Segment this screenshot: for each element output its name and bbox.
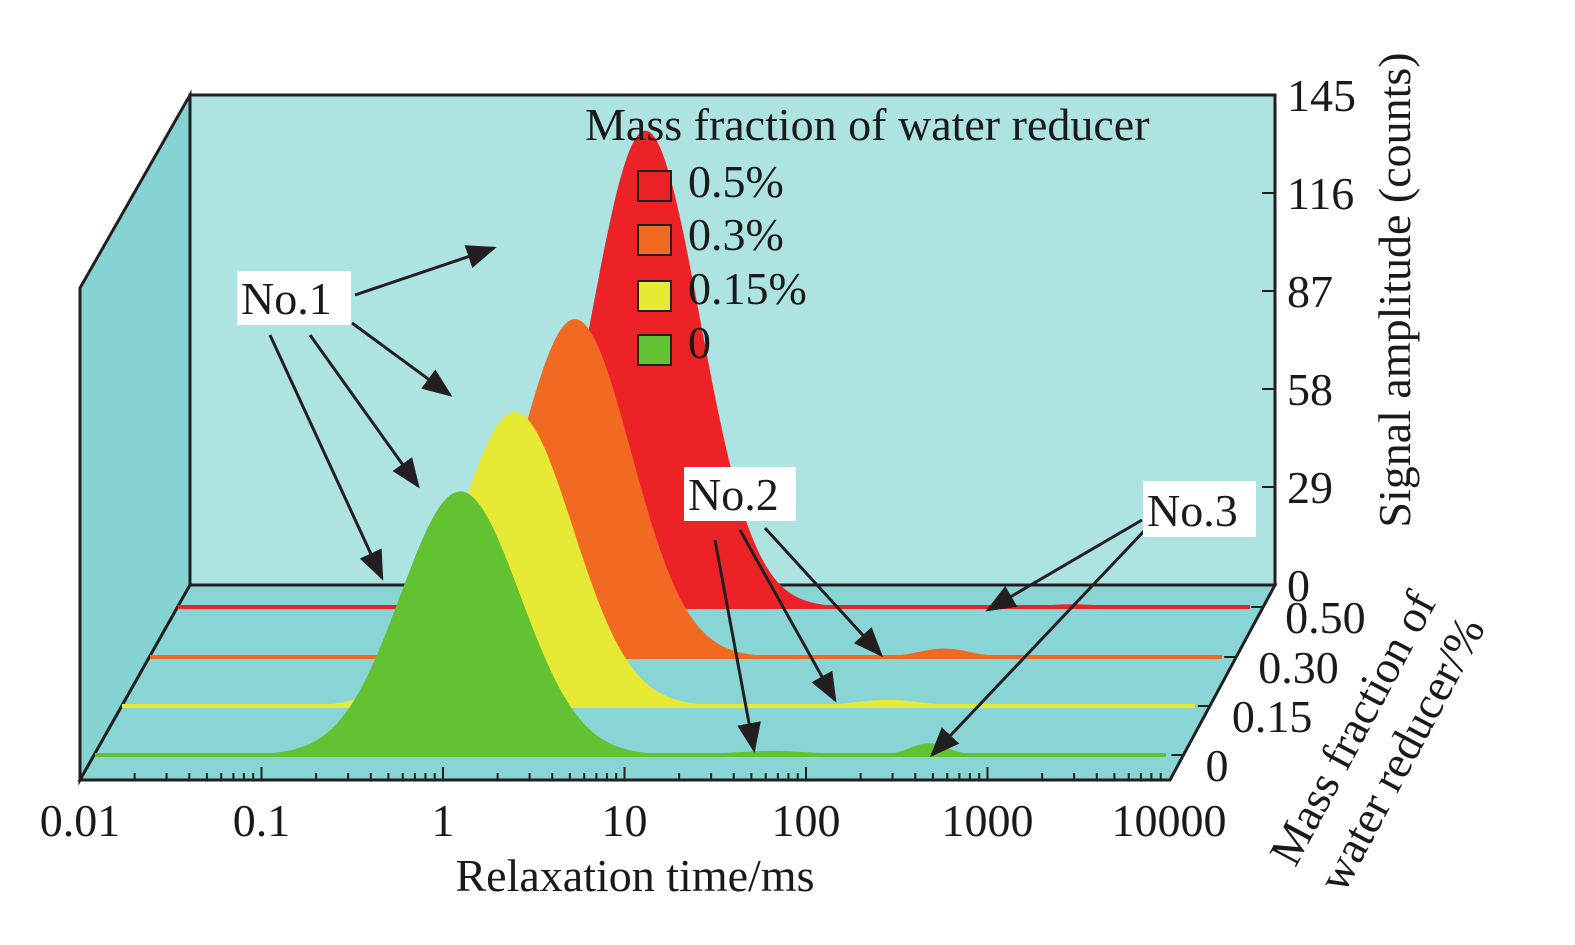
x-tick-label: 10000 bbox=[1112, 795, 1227, 846]
annotation-box-no1 bbox=[237, 271, 351, 325]
legend: Mass fraction of water reducer 0.5% 0.3%… bbox=[585, 99, 1150, 368]
legend-label-3: 0 bbox=[688, 317, 711, 368]
series-3 bbox=[95, 491, 1166, 757]
y-tick-label: 29 bbox=[1287, 462, 1333, 513]
x-tick-label: 10 bbox=[602, 795, 648, 846]
z-tick-label: 0.15 bbox=[1232, 691, 1313, 742]
x-tick-label: 100 bbox=[772, 795, 841, 846]
x-tick-label: 1 bbox=[432, 795, 455, 846]
annotation-box-no2 bbox=[684, 467, 796, 521]
annotation-box-no3 bbox=[1143, 481, 1256, 537]
z-tick-label: 0.30 bbox=[1258, 642, 1339, 693]
annotation-no2: No.2 bbox=[688, 469, 779, 520]
annotation-arrows-no3 bbox=[929, 518, 1147, 758]
annotation-no3: No.3 bbox=[1147, 485, 1238, 536]
legend-label-1: 0.3% bbox=[688, 209, 784, 260]
x-axis: 0.01 0.1 1 10 100 1000 10000 bbox=[40, 767, 1227, 846]
x-tick-label: 0.1 bbox=[233, 795, 291, 846]
y-axis: 0 29 58 87 116 145 bbox=[1262, 70, 1356, 611]
y-tick-label: 0 bbox=[1287, 560, 1310, 611]
z-tick-label: 0.50 bbox=[1285, 592, 1366, 643]
legend-swatch-2 bbox=[637, 280, 672, 312]
x-axis-title: Relaxation time/ms bbox=[456, 850, 815, 901]
legend-swatch-1 bbox=[637, 224, 672, 256]
legend-title: Mass fraction of water reducer bbox=[585, 99, 1150, 150]
legend-label-2: 0.15% bbox=[688, 263, 807, 314]
x-tick-label: 1000 bbox=[942, 795, 1034, 846]
annotations: No.1 No.2 No.3 bbox=[237, 245, 1256, 758]
annotation-arrows-no1 bbox=[268, 245, 497, 581]
z-tick-label: 0 bbox=[1205, 740, 1228, 791]
annotation-arrows-no2 bbox=[713, 526, 884, 753]
z-axis: 0.500.300.150 bbox=[1171, 592, 1366, 791]
axis-layer: 0.01 0.1 1 10 100 1000 1000002958871161450.500… bbox=[40, 70, 1366, 846]
legend-label-0: 0.5% bbox=[688, 156, 784, 207]
legend-swatch-3 bbox=[637, 334, 672, 366]
y-tick-label: 145 bbox=[1287, 70, 1356, 121]
series-2 bbox=[122, 412, 1195, 708]
annotation-no1: No.1 bbox=[241, 273, 332, 324]
y-tick-label: 87 bbox=[1287, 266, 1333, 317]
legend-swatch-0 bbox=[637, 170, 672, 202]
y-axis-title: Signal amplitude (counts) bbox=[1369, 52, 1420, 527]
series-1 bbox=[150, 319, 1222, 659]
x-tick-label: 0.01 bbox=[40, 795, 121, 846]
y-tick-label: 116 bbox=[1287, 168, 1354, 219]
series-area-3 bbox=[95, 491, 1166, 755]
y-tick-label: 58 bbox=[1287, 364, 1333, 415]
